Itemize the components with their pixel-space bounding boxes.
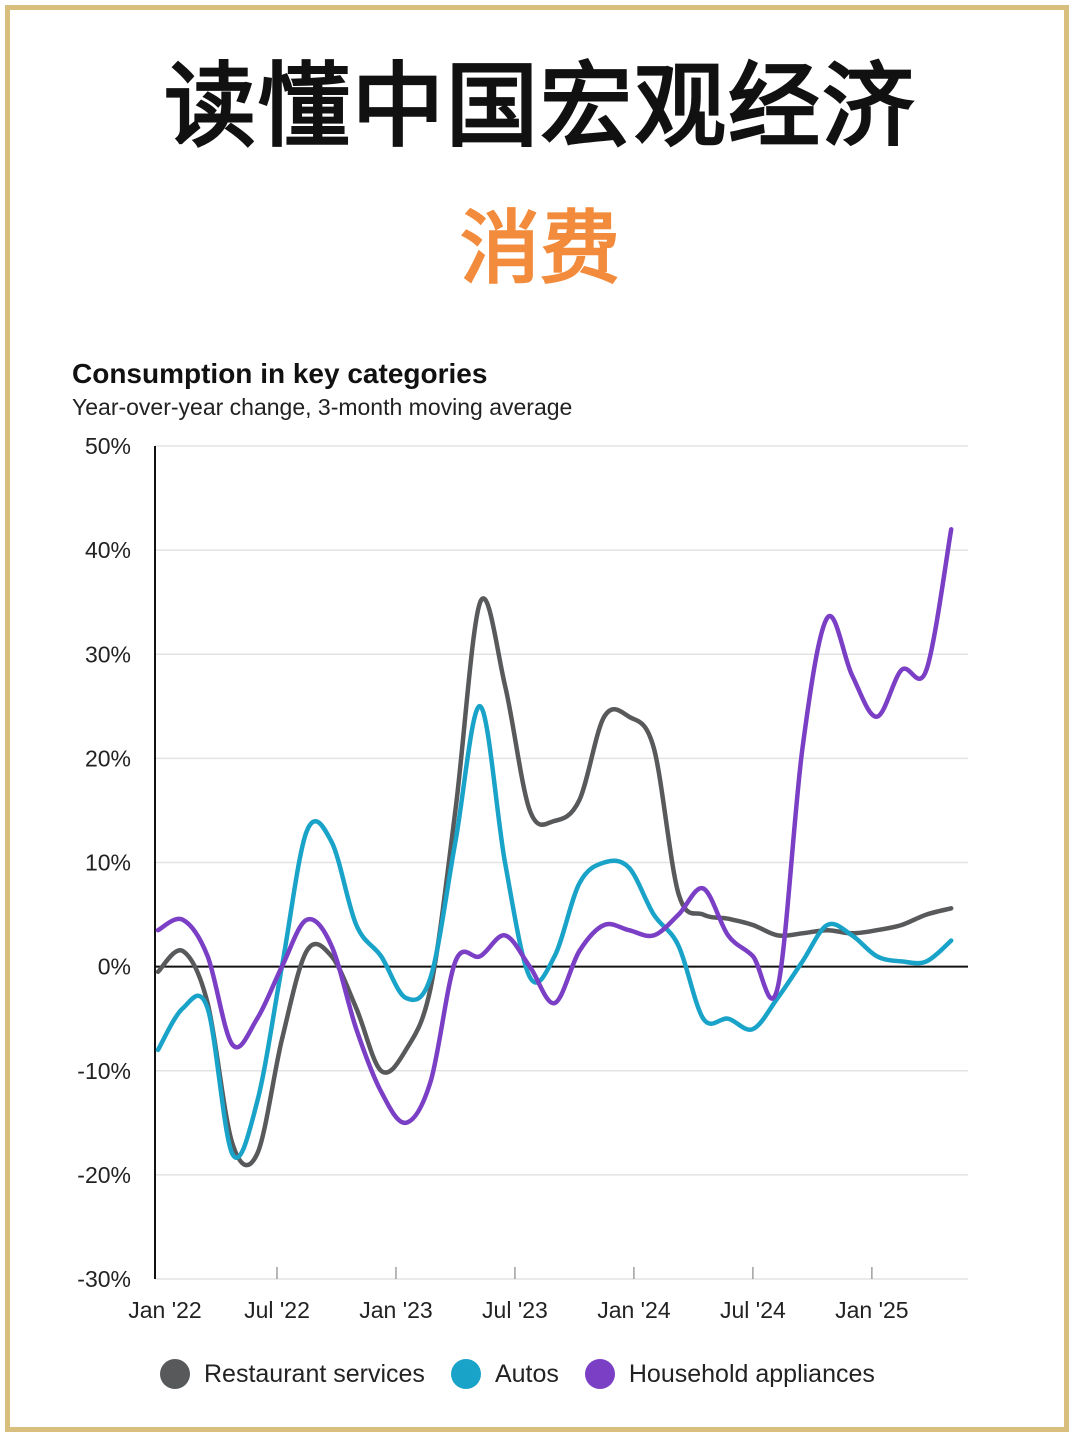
y-tick-label: 0% [98, 954, 131, 980]
chart-series [155, 527, 954, 1168]
legend-label-autos: Autos [494, 1359, 559, 1388]
y-tick-label: -10% [77, 1058, 131, 1084]
legend-swatch-restaurant-services [160, 1359, 190, 1389]
y-tick-label: 50% [85, 433, 131, 459]
chart-axes: 50% 40% 30% 20% 10% 0% -10% -20% -30% Jan '22 Jul … [77, 433, 968, 1323]
series-line-household-appliances [155, 527, 954, 1126]
chart-legend: Restaurant services Autos Household appl… [160, 1354, 901, 1394]
x-tick-label: Jan '23 [359, 1297, 432, 1323]
y-tick-label: 30% [85, 641, 131, 667]
y-tick-label: -30% [77, 1266, 131, 1292]
decorative-frame [5, 5, 1069, 1432]
legend-item-restaurant-services: Restaurant services [160, 1359, 425, 1389]
chart-subtitle: Year-over-year change, 3-month moving av… [72, 394, 573, 420]
legend-item-autos: Autos [450, 1359, 559, 1389]
x-tick-label: Jan '22 [128, 1297, 201, 1323]
y-tick-label: 40% [85, 537, 131, 563]
page-subtitle: 消费 [460, 201, 620, 295]
legend-label-household-appliances: Household appliances [628, 1359, 875, 1388]
legend-swatch-autos [450, 1359, 481, 1389]
x-tick-label: Jul '23 [482, 1297, 548, 1323]
page-title: 读懂中国宏观经济 [163, 52, 916, 160]
legend-label-restaurant-services: Restaurant services [204, 1359, 425, 1388]
legend-item-household-appliances: Household appliances [584, 1359, 875, 1389]
series-line-restaurant-services [155, 596, 954, 1168]
x-tick-label: Jan '25 [835, 1297, 908, 1323]
chart-gridlines [155, 445, 968, 1280]
y-tick-label: -20% [77, 1162, 131, 1188]
x-tick-label: Jul '24 [720, 1297, 786, 1323]
chart-title: Consumption in key categories [72, 358, 488, 389]
y-tick-label: 10% [85, 850, 131, 876]
legend-swatch-household-appliances [584, 1359, 615, 1389]
y-tick-label: 20% [85, 745, 131, 771]
x-tick-label: Jul '22 [244, 1297, 310, 1323]
x-tick-label: Jan '24 [597, 1297, 671, 1323]
